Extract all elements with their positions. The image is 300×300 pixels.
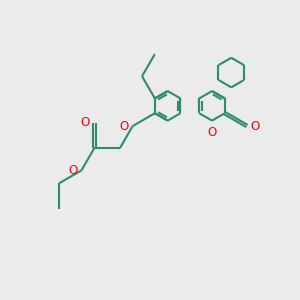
Text: O: O [119, 119, 129, 133]
Text: O: O [68, 164, 77, 177]
Text: O: O [251, 119, 260, 133]
Text: O: O [207, 126, 217, 139]
Text: O: O [80, 116, 89, 129]
